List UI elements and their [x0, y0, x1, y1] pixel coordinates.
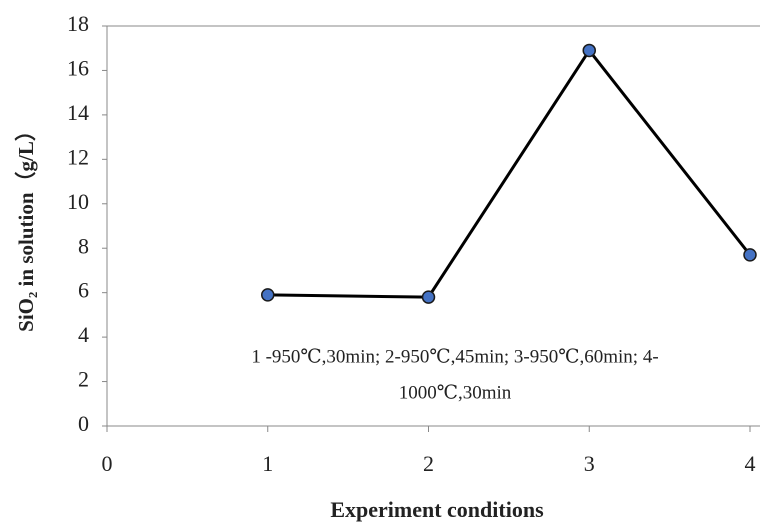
series-line — [267, 47, 752, 299]
x-axis-label: Experiment conditions — [330, 497, 544, 522]
data-point — [421, 290, 436, 304]
data-point — [743, 248, 757, 262]
y-tick-label: 4 — [78, 322, 89, 347]
y-tick-label: 2 — [78, 367, 89, 392]
y-tick-label: 12 — [67, 144, 89, 169]
y-axis-label: SiO₂ in solution（g/L） — [14, 120, 38, 332]
data-point — [582, 43, 596, 58]
x-tick-label: 0 — [102, 451, 113, 476]
annotation: 1 -950℃,30min; 2-950℃,45min; 3-950℃,60mi… — [251, 346, 658, 367]
y-tick-label: 14 — [67, 100, 89, 125]
x-tick-label: 4 — [745, 451, 756, 476]
y-tick-label: 0 — [78, 411, 89, 436]
x-tick-label: 3 — [584, 451, 595, 476]
y-tick-label: 8 — [78, 233, 89, 258]
x-tick-label: 1 — [262, 451, 273, 476]
y-tick-label: 6 — [78, 278, 89, 303]
x-tick-label: 2 — [423, 451, 434, 476]
annotation: 1000℃,30min — [399, 382, 512, 403]
y-tick-label: 16 — [67, 55, 89, 80]
y-tick-label: 10 — [67, 189, 89, 214]
y-tick-label: 18 — [67, 11, 89, 36]
data-point — [261, 288, 275, 302]
